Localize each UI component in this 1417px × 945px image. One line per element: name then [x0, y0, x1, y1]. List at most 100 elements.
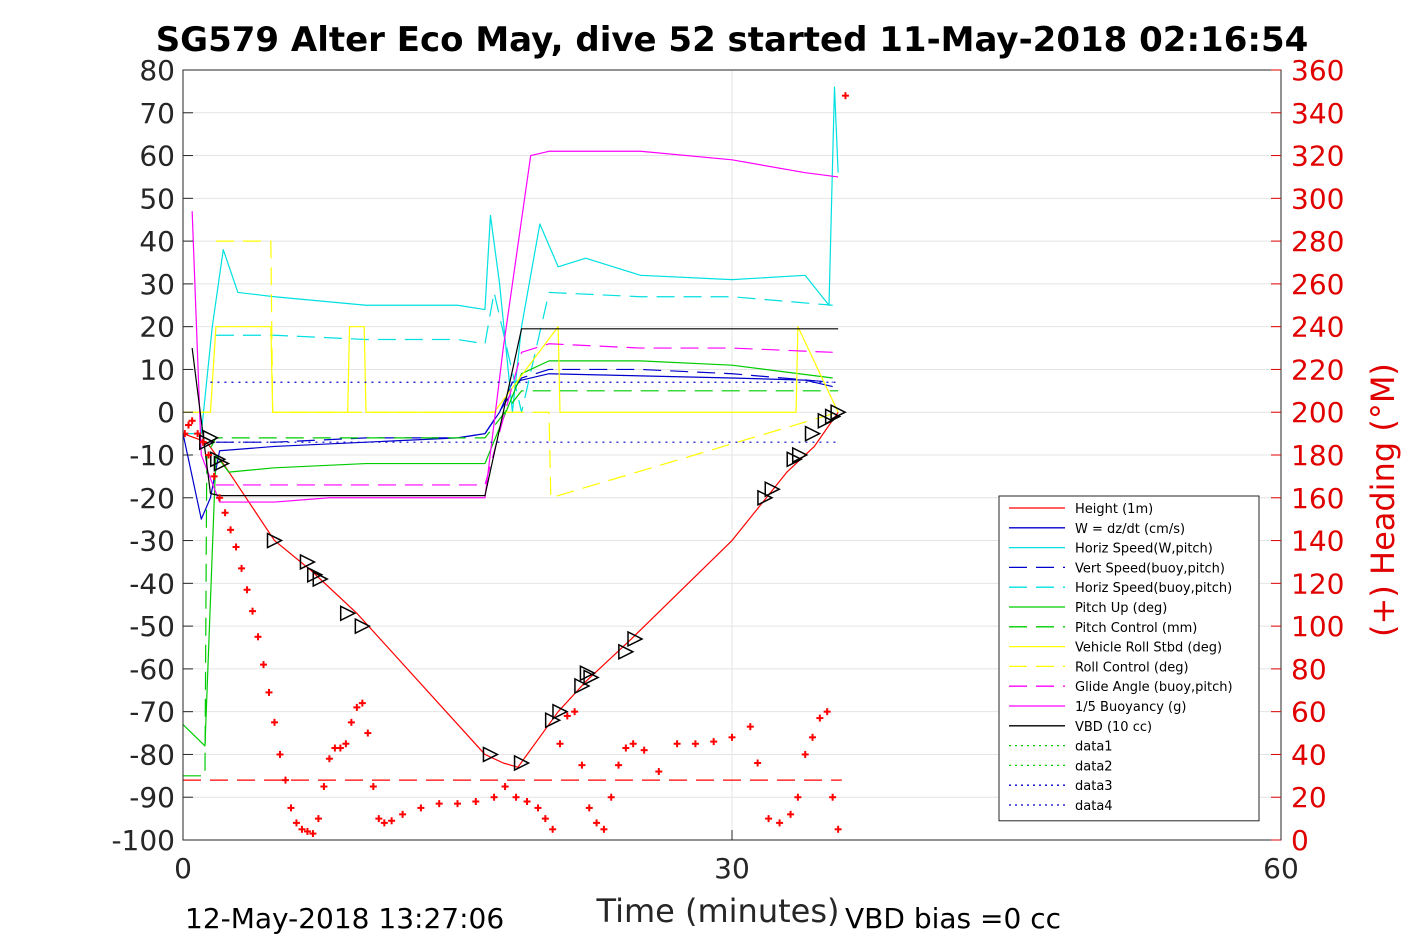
heading-point-69 [754, 759, 762, 767]
right-tick-label-2: 320 [1291, 140, 1344, 173]
heading-point-37 [380, 819, 388, 827]
heading-point-80 [841, 92, 849, 100]
legend-label-vbd-10-cc: VBD (10 cc) [1075, 720, 1152, 735]
heading-point-51 [556, 740, 564, 748]
legend-label-horiz-speed-w-pitch: Horiz Speed(W,pitch) [1075, 542, 1213, 557]
heading-point-49 [541, 815, 549, 823]
heading-point-1 [184, 421, 192, 429]
heading-point-79 [834, 825, 842, 833]
left-tick-label-8: 0 [157, 396, 175, 429]
heading-point-26 [320, 783, 328, 791]
plot-area [183, 86, 849, 838]
right-tick-label-13: 100 [1291, 610, 1344, 643]
heading-point-33 [358, 699, 366, 707]
legend-label-glide-angle-buoy-pitch: Glide Angle (buoy,pitch) [1075, 680, 1233, 695]
right-tick-label-3: 300 [1291, 182, 1344, 215]
left-tick-label-5: 30 [139, 268, 175, 301]
right-tick-label-17: 20 [1291, 781, 1327, 814]
series-line-pitch-control-mm [183, 390, 839, 777]
legend-label-vehicle-roll-stbd-deg: Vehicle Roll Stbd (deg) [1075, 641, 1222, 656]
heading-point-16 [265, 688, 273, 696]
right-tick-label-11: 140 [1291, 525, 1344, 558]
heading-point-48 [534, 804, 542, 812]
heading-point-38 [388, 817, 396, 825]
heading-point-50 [549, 825, 557, 833]
heading-point-27 [325, 755, 333, 763]
heading-point-71 [776, 819, 784, 827]
right-tick-label-8: 200 [1291, 396, 1344, 429]
heading-point-8 [221, 509, 229, 517]
turn-marker-10 [482, 746, 500, 763]
legend: Height (1m) W = dz/dt (cm/s) Horiz Speed(W… [998, 495, 1260, 822]
heading-point-42 [454, 800, 461, 808]
left-tick-label-16: -80 [129, 738, 175, 771]
heading-point-3 [194, 430, 202, 438]
legend-label-data4: data4 [1075, 799, 1113, 814]
legend-label-pitch-up-deg: Pitch Up (deg) [1075, 601, 1167, 616]
legend-label-horiz-speed-buoy-pitch: Horiz Speed(buoy,pitch) [1075, 581, 1232, 596]
x-axis-ticks: 0 30 60 [174, 830, 1299, 885]
series-line-glide-angle-buoy-pitch [215, 343, 833, 486]
turn-marker-21 [786, 451, 803, 468]
heading-point-78 [829, 793, 837, 801]
heading-point-70 [765, 815, 773, 823]
heading-point-65 [691, 740, 699, 748]
turn-marker-3 [213, 455, 231, 472]
left-tick-label-12: -40 [129, 567, 175, 600]
heading-point-25 [314, 815, 322, 823]
heading-point-46 [512, 793, 520, 801]
series-line-horiz-speed-buoy-pitch [215, 291, 833, 413]
heading-point-74 [801, 750, 809, 758]
right-tick-label-5: 260 [1291, 268, 1344, 301]
heading-point-55 [585, 804, 593, 812]
legend-label-data2: data2 [1075, 759, 1113, 774]
turn-marker-7 [312, 570, 329, 588]
heading-point-30 [342, 740, 350, 748]
turn-marker-25 [824, 408, 842, 425]
series-line-vert-speed-buoy-pitch [215, 368, 833, 443]
series-line-roll-control-deg [215, 240, 839, 499]
heading-point-0 [183, 430, 189, 438]
heading-point-62 [640, 746, 648, 754]
heading-point-61 [629, 740, 637, 748]
x-tick-label-2: 60 [1263, 852, 1299, 885]
heading-point-31 [347, 718, 355, 726]
left-tick-label-7: 10 [139, 353, 175, 386]
right-tick-label-9: 180 [1291, 439, 1344, 472]
heading-point-35 [369, 783, 377, 791]
left-tick-label-3: 50 [139, 182, 175, 215]
left-tick-label-18: -100 [111, 824, 175, 857]
right-tick-label-0: 360 [1291, 54, 1344, 87]
heading-point-11 [238, 564, 246, 572]
chart-title: SG579 Alter Eco May, dive 52 started 11-… [156, 20, 1309, 60]
heading-point-63 [655, 768, 663, 776]
legend-label-1-5-buoyancy-g: 1/5 Buoyancy (g) [1075, 700, 1186, 715]
heading-point-52 [563, 712, 571, 720]
heading-point-59 [615, 761, 623, 769]
heading-point-75 [809, 733, 817, 741]
x-tick-label-0: 0 [174, 852, 192, 885]
turn-marker-6 [307, 566, 324, 583]
series-line-horiz-speed-w-pitch [183, 86, 839, 435]
heading-point-22 [298, 825, 306, 833]
left-tick-label-1: 70 [139, 97, 175, 130]
heading-point-57 [600, 825, 608, 833]
heading-point-41 [435, 800, 443, 808]
legend-label-roll-control-deg: Roll Control (deg) [1075, 660, 1189, 675]
turn-marker-11 [513, 754, 531, 772]
turn-marker-16 [583, 669, 600, 686]
heading-point-24 [309, 830, 317, 838]
turn-marker-22 [791, 446, 809, 464]
left-tick-label-17: -90 [129, 781, 175, 814]
heading-point-67 [728, 733, 736, 741]
heading-point-72 [787, 810, 795, 818]
left-tick-label-9: -10 [129, 439, 175, 472]
left-tick-label-6: 20 [139, 311, 175, 344]
heading-point-4 [199, 438, 207, 446]
legend-label-pitch-control-mm: Pitch Control (mm) [1075, 621, 1197, 636]
right-tick-label-18: 0 [1291, 824, 1309, 857]
left-tick-label-11: -30 [129, 525, 175, 558]
heading-point-5 [205, 451, 213, 459]
right-tick-label-7: 220 [1291, 353, 1344, 386]
